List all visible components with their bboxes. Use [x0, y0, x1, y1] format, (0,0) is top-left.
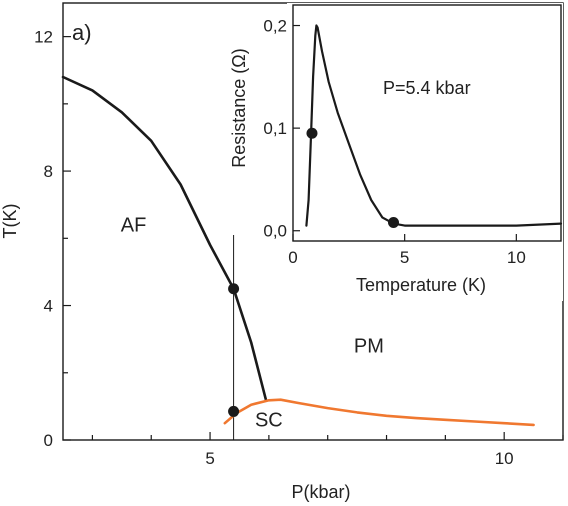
inset-plot-frame [292, 4, 562, 242]
inset-annotation: P=5.4 kbar [383, 78, 471, 98]
panel-label: a) [72, 20, 92, 45]
data-point-marker [228, 405, 240, 417]
inset-series-group [305, 24, 563, 227]
inset-y-axis-label: Resistance (Ω) [229, 48, 249, 168]
main-tick-labels: 5 10 0 4 8 12 [34, 28, 514, 468]
y-tick-label: 12 [34, 28, 53, 47]
y-tick-label: 4 [44, 297, 53, 316]
inset-background [287, 3, 563, 301]
inset-y-tick-label: 0,2 [263, 17, 287, 36]
main-series-group [61, 75, 535, 440]
inset-x-tick-label: 10 [507, 248, 526, 267]
main-markers-group [228, 283, 240, 417]
inset-tick-labels: 0 5 10 0,0 0,1 0,2 [263, 17, 525, 267]
region-label: AF [121, 215, 147, 237]
inset-data-point-marker [388, 217, 399, 229]
main-region-labels: AF PM SC [121, 215, 384, 432]
inset-x-axis-label: Temperature (K) [356, 275, 486, 295]
x-tick-label: 5 [205, 449, 214, 468]
inset-plot-panel: 0 5 10 0,0 0,1 0,2 P=5.4 kbar Temperature (K)… [229, 3, 563, 301]
inset-data-point-marker [306, 127, 318, 139]
inset-y-tick-label: 0,0 [263, 222, 287, 241]
inset-y-tick-label: 0,1 [263, 119, 287, 138]
inset-x-tick-label: 5 [400, 248, 409, 267]
y-tick-label: 8 [44, 162, 53, 181]
region-label: SC [255, 410, 283, 432]
inset-x-tick-label: 0 [288, 248, 297, 267]
resistance-line [305, 24, 563, 227]
main-x-axis-label: P(kbar) [291, 482, 350, 502]
main-axis-ticks [63, 36, 564, 441]
data-point-marker [228, 283, 240, 295]
x-tick-label: 10 [495, 449, 514, 468]
sc_boundary-line [223, 398, 535, 427]
main-y-axis-label: T(K) [0, 204, 20, 239]
inset-markers-group [306, 127, 399, 229]
region-label: PM [354, 336, 384, 358]
y-tick-label: 0 [44, 431, 53, 450]
inset-axis-ticks [292, 24, 517, 241]
af_boundary-line [61, 75, 268, 402]
